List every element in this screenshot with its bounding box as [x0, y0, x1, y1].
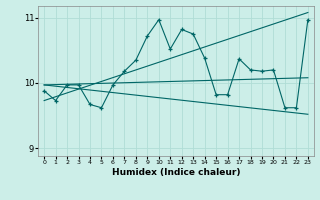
X-axis label: Humidex (Indice chaleur): Humidex (Indice chaleur) [112, 168, 240, 177]
